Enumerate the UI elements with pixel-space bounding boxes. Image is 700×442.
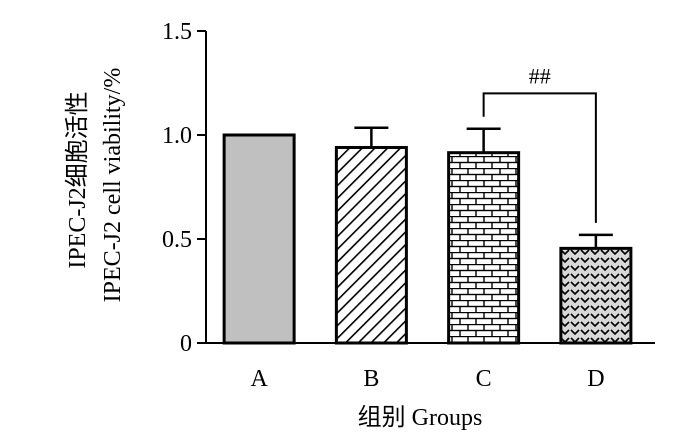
y-tick-label: 0 xyxy=(180,331,192,357)
x-tick-label: C xyxy=(476,366,492,392)
y-tick-label: 0.5 xyxy=(162,227,192,253)
x-tick-label: D xyxy=(587,366,604,392)
x-tick-label: A xyxy=(250,366,268,392)
bar-d xyxy=(559,246,633,345)
y-tick-label: 1.5 xyxy=(162,19,192,45)
x-axis: A B C D xyxy=(206,342,655,392)
y-axis-title-chinese: IPEC-J2细胞活性 xyxy=(64,91,91,268)
significance-label: ## xyxy=(529,63,551,88)
bar-a xyxy=(222,133,296,345)
bars xyxy=(222,133,633,345)
y-axis-title-english: IPEC-J2 cell viability/% xyxy=(100,68,126,303)
x-tick-label: B xyxy=(363,366,379,392)
x-axis-title: 组别 Groups xyxy=(358,404,483,431)
y-tick-label: 1.0 xyxy=(162,123,192,149)
significance-line xyxy=(482,92,597,223)
error-bars xyxy=(354,126,613,249)
bar-c xyxy=(447,151,521,345)
bar-b xyxy=(334,145,408,345)
y-axis: 0 0.5 1.0 1.5 xyxy=(162,19,207,357)
significance-bracket: ## xyxy=(482,63,597,223)
